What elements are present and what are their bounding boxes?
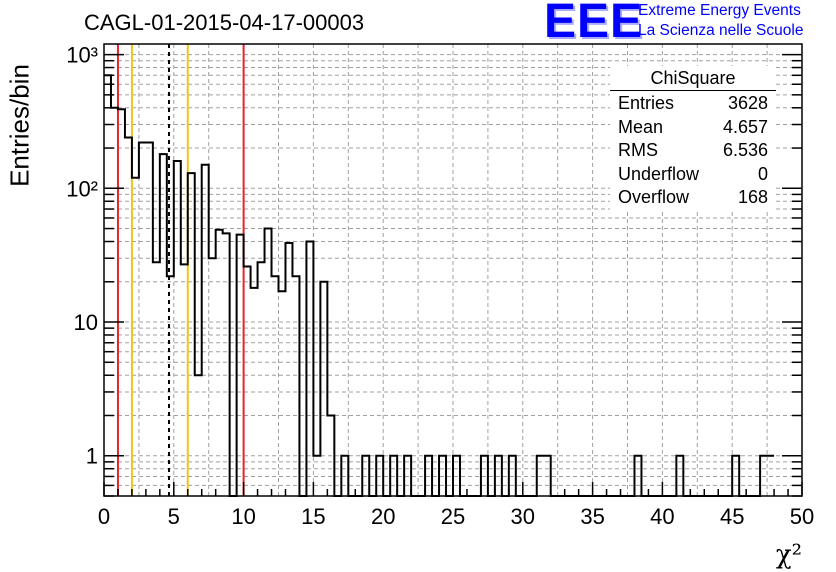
x-tick-label: 35: [580, 504, 604, 529]
x-tick-label: 20: [371, 504, 395, 529]
stats-row-underflow: Underflow 0: [610, 163, 776, 187]
x-tick-label: 15: [301, 504, 325, 529]
y-tick-label: 10³: [66, 43, 98, 68]
histogram-outline: [104, 74, 775, 497]
stats-row-overflow: Overflow 168: [610, 186, 776, 210]
stats-value: 168: [737, 187, 768, 207]
x-tick-label: 25: [441, 504, 465, 529]
stats-label: Mean: [618, 116, 664, 137]
y-tick-label: 10²: [66, 176, 98, 201]
x-tick-label: 50: [790, 504, 814, 529]
stats-value: 0: [757, 163, 768, 184]
x-axis-label: χ²: [776, 540, 802, 570]
y-tick-label: 10: [74, 310, 98, 335]
x-tick-label: 45: [720, 504, 744, 529]
stats-label: Underflow: [618, 163, 700, 184]
stats-box: ChiSquare Entries 3628 Mean 4.657 RMS 6.…: [610, 66, 776, 210]
y-tick-labels: 1 10 10² 10³: [66, 43, 98, 469]
x-tick-label: 40: [650, 504, 674, 529]
stats-label: Overflow: [618, 187, 690, 207]
logo-mark: EEE: [544, 0, 644, 48]
stats-value: 6.536: [722, 140, 768, 160]
x-tick-labels: 0 5 10 15 20 25 30 35 40 45 50: [98, 504, 814, 529]
x-tick-label: 10: [231, 504, 255, 529]
stats-row-mean: Mean 4.657: [610, 116, 776, 140]
chart-title: CAGL-01-2015-04-17-00003: [84, 10, 365, 35]
stats-title: ChiSquare: [610, 66, 776, 91]
stats-label: Entries: [618, 93, 675, 113]
x-tick-label: 0: [98, 504, 110, 529]
axes: [103, 43, 803, 497]
y-axis-label: Entries/bin: [4, 64, 35, 187]
stats-value: 4.657: [722, 116, 768, 137]
logo-line-2: La Scienza nelle Scuole: [638, 22, 804, 39]
x-tick-label: 30: [511, 504, 535, 529]
logo-line-1: Extreme Energy Events: [638, 2, 801, 19]
y-tick-label: 1: [86, 444, 98, 469]
stats-row-rms: RMS 6.536: [610, 139, 776, 163]
stats-row-entries: Entries 3628: [610, 92, 776, 116]
eee-logo: EEE Extreme Energy Events La Scienza nel…: [544, 0, 836, 48]
reference-lines: [116, 44, 245, 496]
x-tick-label: 5: [168, 504, 180, 529]
stats-value: 3628: [727, 93, 768, 113]
stats-label: RMS: [618, 140, 658, 160]
